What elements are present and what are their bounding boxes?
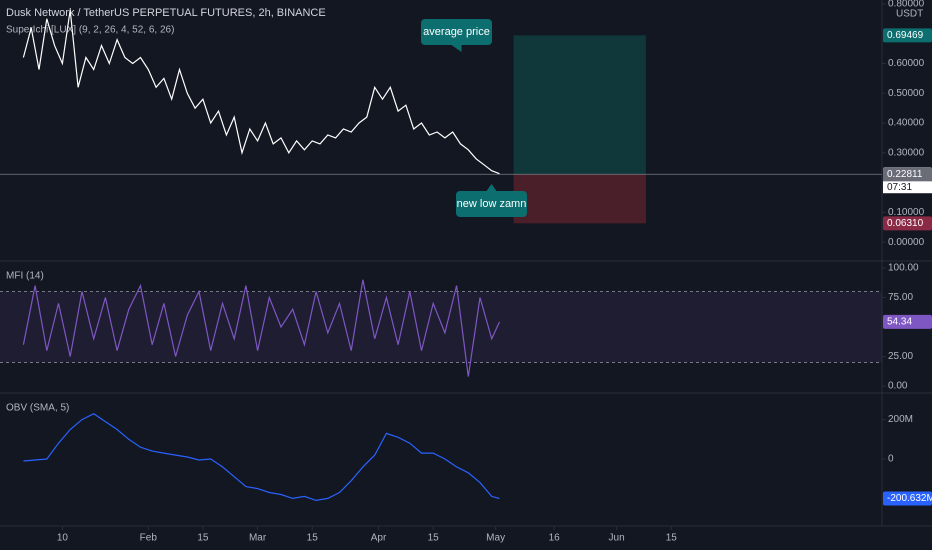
y-tick-label: 75.00 [888,292,913,303]
price-badge-label: 0.22811 [887,169,923,180]
y-tick-label: 0 [888,454,894,465]
annotation-pointer [451,45,462,52]
y-tick-label: 100.00 [888,263,919,274]
x-tick-label: Mar [249,533,267,544]
price-badge [883,491,932,506]
x-tick-label: Apr [371,533,387,544]
series-line [22,279,501,377]
symbol: Dusk Network / TetherUS PERPETUAL FUTURE… [6,7,326,19]
x-tick-label: 15 [307,533,319,544]
price-badge-label: 0.06310 [887,218,924,229]
mfi-band [0,291,882,363]
annotation-bubble [421,19,492,45]
price-badge [883,314,932,329]
x-tick-label: 15 [428,533,440,544]
price-badge-label: -200.632M [887,493,932,504]
x-tick-label: 15 [197,533,209,544]
panel-title: OBV (SMA, 5) [6,403,69,414]
y-tick-label: 0.50000 [888,88,925,99]
y-tick-label: 0.30000 [888,147,925,158]
price-badge [883,216,932,231]
series-line [22,9,500,175]
y-tick-label: 200M [888,414,913,425]
y-tick-label: 0.40000 [888,118,925,129]
countdown-badge [883,181,932,194]
x-tick-label: 15 [666,533,678,544]
annotation-text: new low zamn [457,198,527,210]
y-tick-label: 0.10000 [888,207,925,218]
annotation-bubble [456,191,527,217]
x-tick-label: Jun [609,533,625,544]
indicator: SuperIchi [LUX] (9, 2, 26, 4, 52, 6, 26) [6,25,174,36]
x-tick-label: 16 [549,533,561,544]
price-badge [883,167,932,182]
x-tick-label: May [486,533,505,544]
x-tick-label: 10 [57,533,69,544]
y-tick-label: 0.00 [888,381,908,392]
price-badge-label: 0.69469 [887,30,924,41]
countdown: 07:31 [887,182,912,193]
y-tick-label: 25.00 [888,351,913,362]
price-badge [883,28,932,43]
target-zone [513,35,646,175]
y-tick-label: 0.00000 [888,237,925,248]
y-tick-label: 0.60000 [888,58,925,69]
currency: USDT [896,9,923,20]
annotation-pointer [486,184,497,191]
stop-zone [513,174,646,224]
price-badge-label: 54.34 [887,317,912,328]
panel-title: MFI (14) [6,271,44,282]
annotation-text: average price [423,26,490,38]
series-line [23,413,500,502]
y-tick-label: 0.80000 [888,0,925,10]
x-tick-label: Feb [140,533,158,544]
